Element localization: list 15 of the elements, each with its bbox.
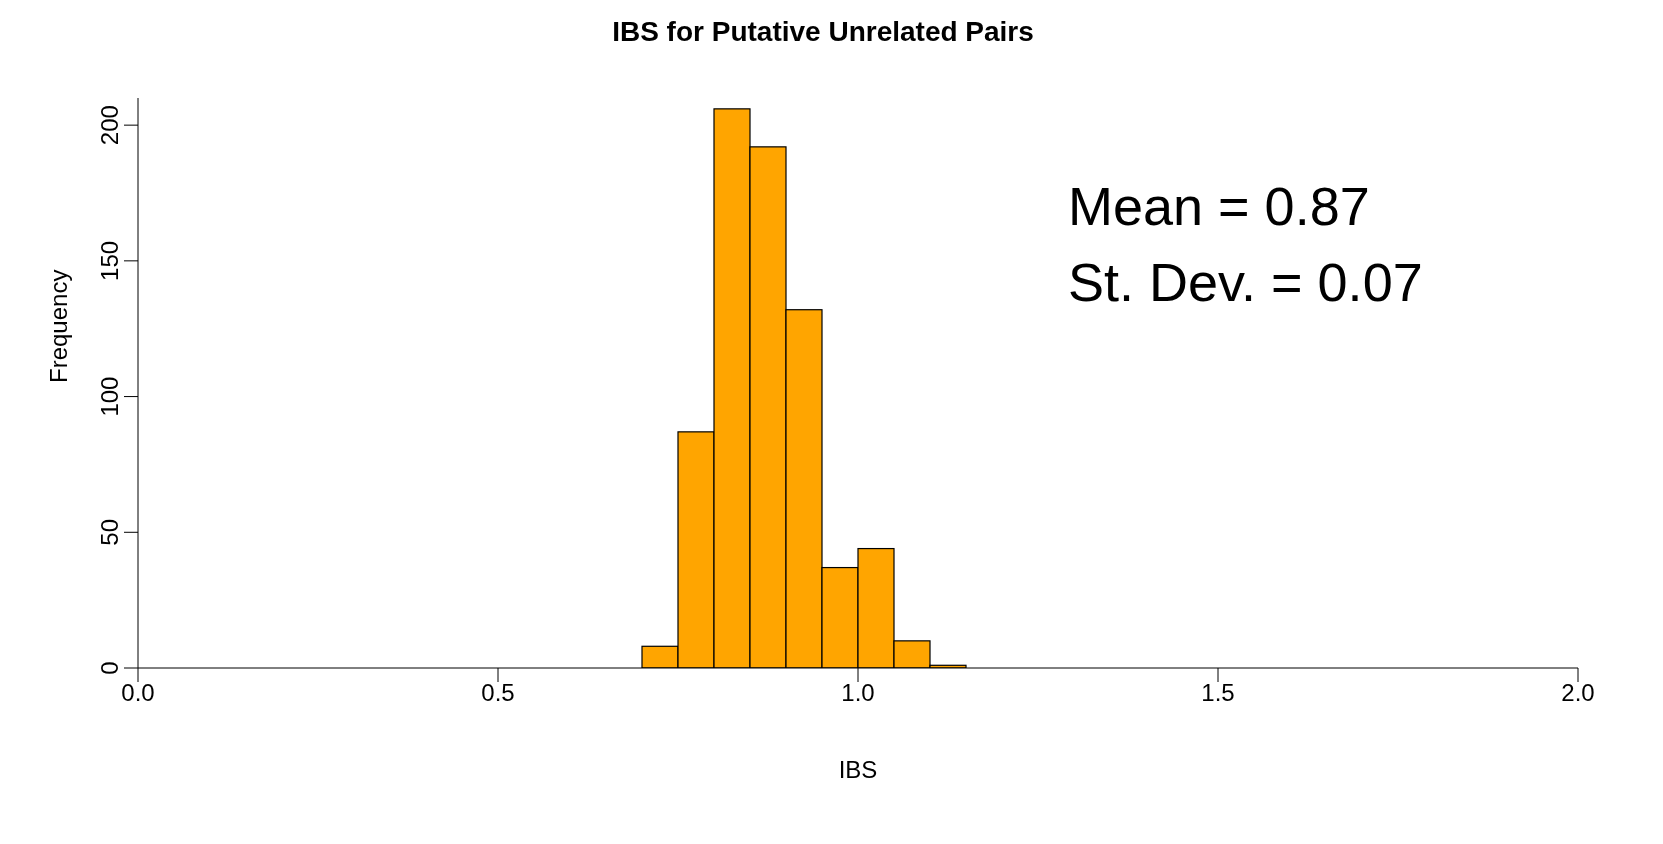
annotation: St. Dev. = 0.07 <box>1068 251 1423 314</box>
y-axis-title: Frequency <box>44 269 72 383</box>
chart-title: IBS for Putative Unrelated Pairs <box>611 16 1035 48</box>
y-tick-label: 0 <box>96 661 123 675</box>
x-tick-label: 2.0 <box>1561 679 1595 707</box>
x-tick-label: 0.5 <box>481 679 515 707</box>
y-tick-label: 200 <box>96 105 123 146</box>
x-tick-label: 1.0 <box>841 679 875 707</box>
x-tick-label: 1.5 <box>1201 679 1235 707</box>
x-tick-label: 0.0 <box>121 679 155 707</box>
annotation: Mean = 0.87 <box>1068 175 1371 238</box>
y-tick-label: 150 <box>96 240 123 281</box>
y-tick-label: 100 <box>96 376 123 417</box>
x-axis-title: IBS <box>838 756 878 783</box>
y-tick-label: 50 <box>96 518 123 546</box>
